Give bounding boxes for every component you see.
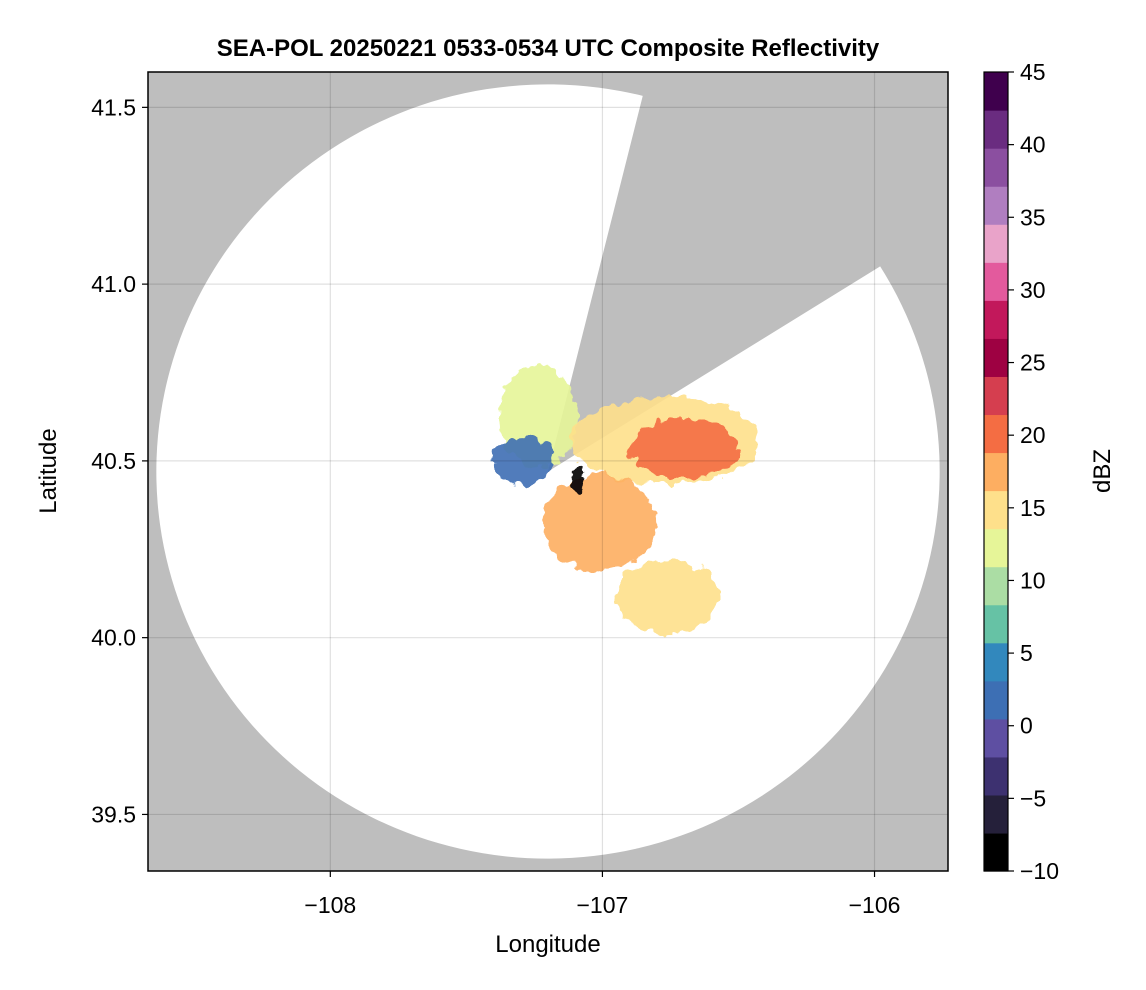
colorbar-segment [984,718,1008,758]
colorbar-tick-label: 40 [1020,132,1046,158]
y-tick-label: 40.0 [91,625,136,651]
colorbar-segment [984,756,1008,796]
x-axis-label: Longitude [495,931,600,958]
colorbar-segment [984,832,1008,872]
colorbar-tick-label: 25 [1020,350,1046,376]
colorbar-frame [983,71,1009,872]
colorbar-segment [984,376,1008,416]
chart-title: SEA-POL 20250221 0533-0534 UTC Composite… [217,35,880,62]
colorbar-tick-label: 45 [1020,59,1046,85]
colorbar-segment [984,338,1008,377]
colorbar-segment [984,566,1008,606]
colorbar-tick-label: 5 [1020,640,1033,666]
colorbar-segment [984,414,1008,454]
x-tick-label: −107 [577,892,629,918]
y-axis: 39.5 40.0 40.5 41.0 41.5 [91,94,148,827]
colorbar-tick-label: 35 [1020,204,1046,230]
colorbar-tick-label: 20 [1020,422,1046,448]
colorbar-segment [984,528,1008,568]
colorbar-segment [984,680,1008,720]
colorbar-segment [984,490,1008,530]
colorbar-label: dBZ [1089,449,1116,493]
echo-west-cluster [493,436,554,486]
y-axis-label: Latitude [35,428,62,513]
y-tick-label: 40.5 [91,448,136,474]
plot-frame [147,71,949,872]
colorbar-tick-label: 0 [1020,713,1033,739]
colorbar-tick-label: −5 [1020,785,1046,811]
x-axis: −108 −107 −106 [304,871,900,918]
plot-area [148,72,948,871]
y-tick-label: 39.5 [91,801,136,827]
x-tick-label: −106 [849,892,901,918]
echo-south-band [616,559,720,635]
x-tick-label: −108 [304,892,356,918]
colorbar-segment [984,262,1008,301]
echo-near-radar-core [569,467,584,493]
colorbar-segment [984,110,1008,149]
colorbar-tick-label: 10 [1020,567,1046,593]
echo-southeast-band [542,475,657,571]
colorbar-segment [984,72,1008,111]
grid-lines [148,72,948,871]
colorbar: −10 −5 0 5 10 15 20 25 30 35 40 45 [983,59,1059,884]
colorbar-tick-label: 30 [1020,277,1046,303]
colorbar-tick-label: 15 [1020,495,1046,521]
colorbar-segment [984,186,1008,225]
colorbar-segment [984,794,1008,834]
colorbar-segment [984,148,1008,187]
colorbar-segment [984,604,1008,644]
colorbar-tick-label: −10 [1020,858,1059,884]
colorbar-segment [984,642,1008,682]
y-tick-label: 41.0 [91,271,136,297]
reflectivity-echoes [493,365,761,635]
echo-blobs [493,365,761,635]
echo-east-core [629,418,739,479]
colorbar-segment [984,452,1008,492]
y-tick-label: 41.5 [91,94,136,120]
colorbar-segment [984,300,1008,339]
colorbar-segment [984,224,1008,263]
